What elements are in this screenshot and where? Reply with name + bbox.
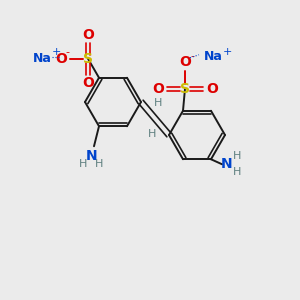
Text: O: O (82, 28, 94, 42)
Text: N: N (221, 157, 233, 171)
Text: H: H (79, 159, 87, 169)
Text: Na: Na (33, 52, 51, 65)
Text: S: S (83, 52, 93, 66)
Text: S: S (180, 82, 190, 96)
Text: O: O (206, 82, 218, 96)
Text: O: O (55, 52, 67, 66)
Text: H: H (148, 128, 156, 139)
Text: O: O (152, 82, 164, 96)
Text: +: + (51, 47, 61, 57)
Text: H: H (233, 151, 241, 161)
Text: -: - (190, 51, 194, 61)
Text: O: O (179, 55, 191, 69)
Text: Na: Na (204, 50, 222, 63)
Text: -: - (65, 47, 69, 57)
Text: O: O (82, 76, 94, 90)
Text: H: H (95, 159, 103, 169)
Text: H: H (233, 167, 241, 177)
Text: +: + (222, 47, 232, 57)
Text: H: H (154, 98, 162, 109)
Text: N: N (86, 149, 98, 163)
